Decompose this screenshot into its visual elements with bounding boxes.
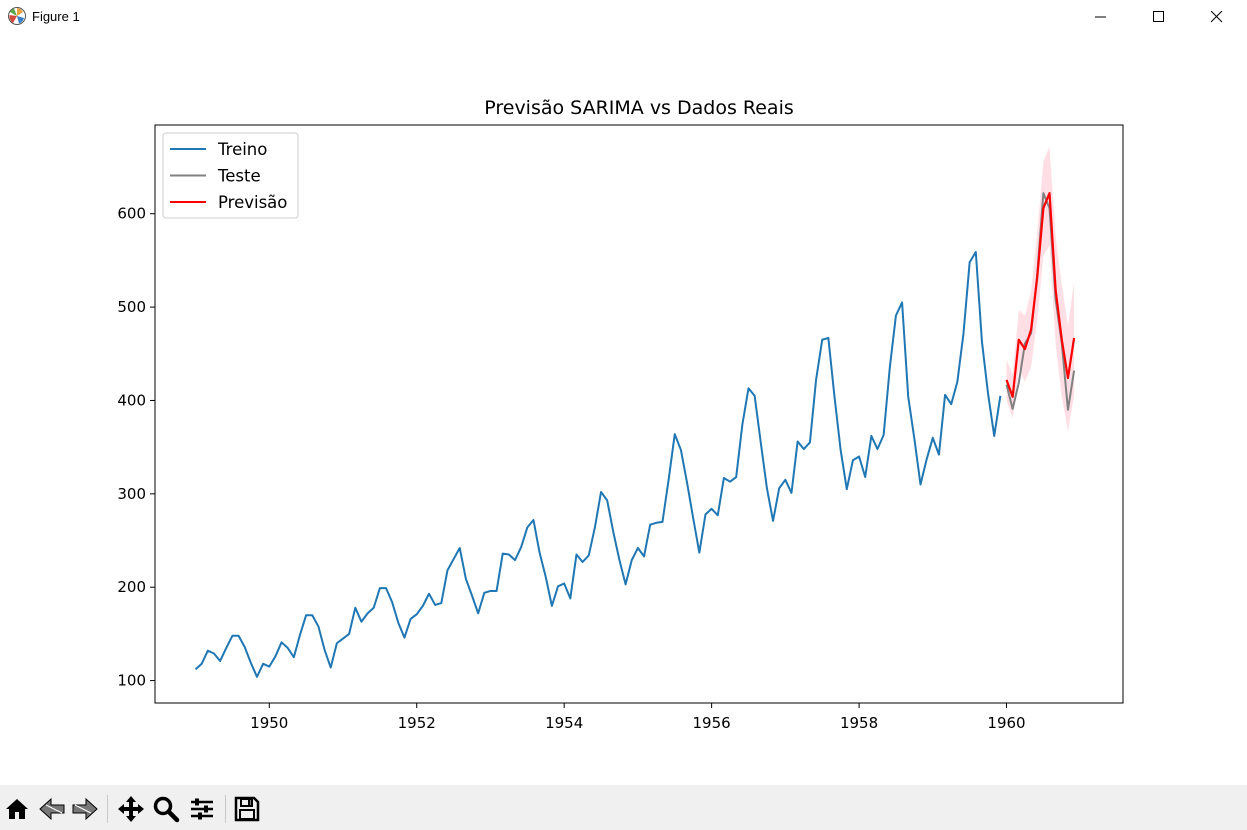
- back-arrow-icon: [39, 797, 65, 821]
- y-tick-label: 200: [117, 578, 146, 596]
- zoom-magnifier-icon: [153, 796, 180, 823]
- pan-move-icon: [118, 796, 144, 822]
- legend-label: Previsão: [218, 193, 287, 212]
- toolbar-separator: [225, 795, 226, 823]
- legend-label: Teste: [217, 167, 261, 186]
- legend-box: [162, 132, 299, 219]
- x-tick-label: 1958: [840, 714, 878, 732]
- maximize-button[interactable]: [1130, 0, 1188, 34]
- configure-subplots-button[interactable]: [187, 794, 217, 824]
- toolbar-separator: [107, 795, 108, 823]
- x-tick-label: 1952: [398, 714, 436, 732]
- forward-arrow-icon: [72, 797, 98, 821]
- chart: Previsão SARIMA vs Dados Reais 1950 1952 1…: [117, 97, 1124, 732]
- pan-button[interactable]: [116, 794, 146, 824]
- window-titlebar: Figure 1: [0, 0, 1247, 34]
- x-tick-label: 1956: [693, 714, 731, 732]
- confidence-interval-band: [1006, 146, 1075, 432]
- series-line-treino: [194, 250, 1002, 678]
- window-title: Figure 1: [32, 9, 80, 24]
- home-icon: [6, 799, 28, 819]
- matplotlib-icon: [8, 7, 26, 25]
- x-tick-label: 1960: [987, 714, 1025, 732]
- home-button[interactable]: [2, 794, 32, 824]
- legend: Treino Teste Previsão: [162, 132, 299, 219]
- series-line-previs-o: [1005, 192, 1076, 398]
- y-tick-label: 500: [117, 298, 146, 316]
- minimize-button[interactable]: [1072, 0, 1130, 34]
- configure-subplots-icon: [191, 798, 213, 820]
- close-button[interactable]: [1188, 0, 1246, 34]
- back-button[interactable]: [37, 794, 67, 824]
- navigation-toolbar: [0, 785, 1247, 830]
- minimize-icon: [1095, 16, 1106, 18]
- figure-canvas[interactable]: Previsão SARIMA vs Dados Reais 1950 1952 1…: [0, 34, 1247, 785]
- save-floppy-icon: [234, 796, 260, 822]
- y-tick-label: 100: [117, 672, 146, 690]
- y-tick-label: 400: [117, 391, 146, 409]
- y-tick-label: 300: [117, 485, 146, 503]
- close-icon: [1211, 11, 1223, 23]
- maximize-icon: [1153, 11, 1164, 22]
- zoom-button[interactable]: [151, 794, 181, 824]
- save-button[interactable]: [232, 794, 262, 824]
- legend-label: Treino: [217, 140, 267, 159]
- y-tick-label: 600: [117, 205, 146, 223]
- chart-title: Previsão SARIMA vs Dados Reais: [484, 97, 794, 119]
- forward-button[interactable]: [70, 794, 100, 824]
- x-tick-label: 1954: [545, 714, 583, 732]
- plot-area-frame: [154, 124, 1124, 704]
- x-tick-label: 1950: [250, 714, 288, 732]
